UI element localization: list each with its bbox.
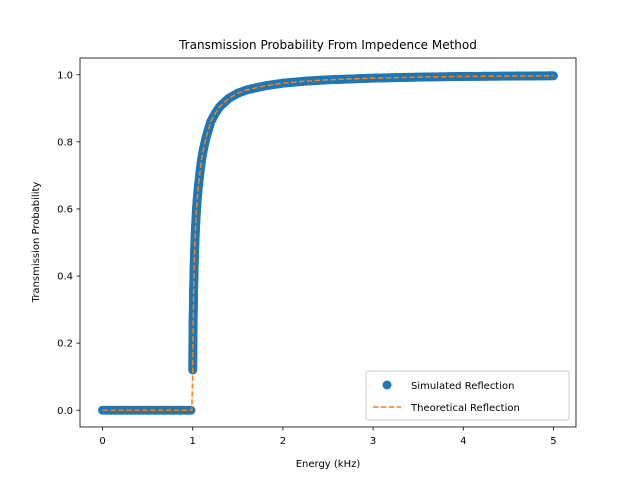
y-tick-label: 0.4 xyxy=(57,272,73,283)
y-tick-label: 0.6 xyxy=(57,205,73,216)
y-tick-label: 1.0 xyxy=(57,70,73,81)
y-tick-label: 0.8 xyxy=(57,137,73,148)
x-axis-label: Energy (kHz) xyxy=(296,459,361,470)
y-tick-label: 0.2 xyxy=(57,339,73,350)
x-tick-label: 2 xyxy=(280,436,286,447)
legend-label-theoretical: Theoretical Reflection xyxy=(410,403,520,414)
legend-box xyxy=(365,370,570,421)
x-tick-label: 0 xyxy=(99,436,105,447)
legend-label-simulated: Simulated Reflection xyxy=(411,381,514,392)
plot-area xyxy=(98,71,558,415)
x-tick-label: 1 xyxy=(190,436,196,447)
y-axis-label: Transmission Probability xyxy=(31,182,42,304)
axes-frame xyxy=(79,57,577,428)
x-tick-label: 3 xyxy=(370,436,376,447)
series-line-theoretical xyxy=(102,75,554,411)
x-tick-label: 5 xyxy=(550,436,556,447)
x-tick-label: 4 xyxy=(460,436,466,447)
legend-marker-simulated xyxy=(382,380,392,390)
x-axis: 0 1 2 3 4 5 xyxy=(99,427,557,447)
y-axis: 0.0 0.2 0.4 0.6 0.8 1.0 xyxy=(57,70,80,417)
chart-title: Transmission Probability From Impedence … xyxy=(178,38,477,52)
y-tick-label: 0.0 xyxy=(57,406,73,417)
legend: Simulated Reflection Theoretical Reflect… xyxy=(365,370,570,421)
